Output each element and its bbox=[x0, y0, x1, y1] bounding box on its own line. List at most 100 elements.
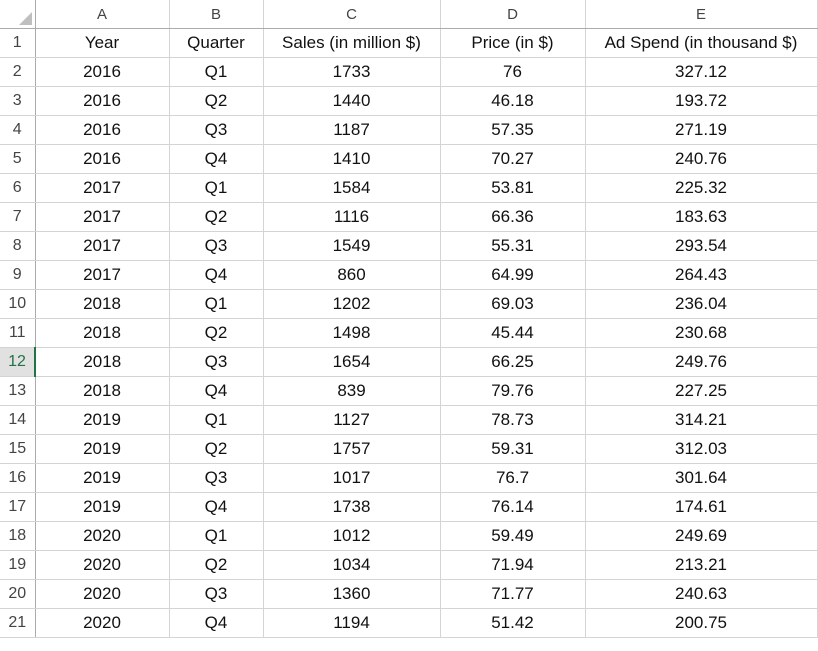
cell[interactable]: 1034 bbox=[263, 550, 441, 580]
cell[interactable]: 59.31 bbox=[440, 434, 586, 464]
cell[interactable]: 1549 bbox=[263, 231, 441, 261]
cell[interactable]: 46.18 bbox=[440, 86, 586, 116]
cell[interactable]: Q4 bbox=[169, 608, 264, 638]
cell[interactable]: 249.69 bbox=[585, 521, 818, 551]
row-header[interactable]: 19 bbox=[0, 550, 36, 580]
cell[interactable]: 1733 bbox=[263, 57, 441, 87]
column-header-e[interactable]: E bbox=[585, 0, 818, 29]
cell[interactable]: 839 bbox=[263, 376, 441, 406]
cell[interactable]: 76 bbox=[440, 57, 586, 87]
cell[interactable]: 53.81 bbox=[440, 173, 586, 203]
row-header[interactable]: 8 bbox=[0, 231, 36, 261]
column-header-c[interactable]: C bbox=[263, 0, 441, 29]
cell[interactable]: 1360 bbox=[263, 579, 441, 609]
cell[interactable]: 2016 bbox=[35, 144, 170, 174]
cell[interactable]: 45.44 bbox=[440, 318, 586, 348]
cell[interactable]: 1012 bbox=[263, 521, 441, 551]
cell[interactable]: Q2 bbox=[169, 318, 264, 348]
cell[interactable]: 2016 bbox=[35, 115, 170, 145]
cell[interactable]: 2017 bbox=[35, 231, 170, 261]
row-header[interactable]: 14 bbox=[0, 405, 36, 435]
cell[interactable]: 70.27 bbox=[440, 144, 586, 174]
cell[interactable]: 2018 bbox=[35, 318, 170, 348]
cell[interactable]: 2017 bbox=[35, 260, 170, 290]
row-header[interactable]: 6 bbox=[0, 173, 36, 203]
cell[interactable]: Q1 bbox=[169, 405, 264, 435]
cell[interactable]: Q3 bbox=[169, 579, 264, 609]
cell[interactable]: 1410 bbox=[263, 144, 441, 174]
cell[interactable]: 76.14 bbox=[440, 492, 586, 522]
cell[interactable]: 1202 bbox=[263, 289, 441, 319]
cell[interactable]: 1187 bbox=[263, 115, 441, 145]
cell[interactable]: Q3 bbox=[169, 115, 264, 145]
cell[interactable]: 1654 bbox=[263, 347, 441, 377]
cell-header-ad-spend[interactable]: Ad Spend (in thousand $) bbox=[585, 28, 818, 58]
cell[interactable]: 1194 bbox=[263, 608, 441, 638]
cell[interactable]: 249.76 bbox=[585, 347, 818, 377]
cell[interactable]: 2020 bbox=[35, 579, 170, 609]
row-header[interactable]: 15 bbox=[0, 434, 36, 464]
cell[interactable]: 76.7 bbox=[440, 463, 586, 493]
row-header[interactable]: 3 bbox=[0, 86, 36, 116]
row-header[interactable]: 7 bbox=[0, 202, 36, 232]
cell[interactable]: 860 bbox=[263, 260, 441, 290]
cell[interactable]: 2020 bbox=[35, 608, 170, 638]
cell[interactable]: 264.43 bbox=[585, 260, 818, 290]
cell[interactable]: 59.49 bbox=[440, 521, 586, 551]
cell[interactable]: 71.94 bbox=[440, 550, 586, 580]
cell[interactable]: 1498 bbox=[263, 318, 441, 348]
cell[interactable]: 78.73 bbox=[440, 405, 586, 435]
column-header-a[interactable]: A bbox=[35, 0, 170, 29]
row-header[interactable]: 11 bbox=[0, 318, 36, 348]
cell[interactable]: 183.63 bbox=[585, 202, 818, 232]
cell[interactable]: 2018 bbox=[35, 376, 170, 406]
cell[interactable]: 240.76 bbox=[585, 144, 818, 174]
cell[interactable]: Q1 bbox=[169, 521, 264, 551]
cell[interactable]: Q2 bbox=[169, 86, 264, 116]
cell[interactable]: 225.32 bbox=[585, 173, 818, 203]
cell[interactable]: 69.03 bbox=[440, 289, 586, 319]
cell[interactable]: Q3 bbox=[169, 463, 264, 493]
cell[interactable]: 1017 bbox=[263, 463, 441, 493]
cell[interactable]: 1127 bbox=[263, 405, 441, 435]
row-header[interactable]: 1 bbox=[0, 28, 36, 58]
cell[interactable]: 79.76 bbox=[440, 376, 586, 406]
cell[interactable]: 66.36 bbox=[440, 202, 586, 232]
cell[interactable]: Q3 bbox=[169, 347, 264, 377]
cell[interactable]: Q4 bbox=[169, 144, 264, 174]
cell[interactable]: Q2 bbox=[169, 434, 264, 464]
cell[interactable]: 71.77 bbox=[440, 579, 586, 609]
cell[interactable]: 174.61 bbox=[585, 492, 818, 522]
row-header[interactable]: 2 bbox=[0, 57, 36, 87]
row-header[interactable]: 21 bbox=[0, 608, 36, 638]
cell[interactable]: 2016 bbox=[35, 86, 170, 116]
row-header[interactable]: 5 bbox=[0, 144, 36, 174]
cell[interactable]: 2020 bbox=[35, 521, 170, 551]
cell[interactable]: 271.19 bbox=[585, 115, 818, 145]
cell[interactable]: Q1 bbox=[169, 173, 264, 203]
cell[interactable]: 236.04 bbox=[585, 289, 818, 319]
cell[interactable]: 57.35 bbox=[440, 115, 586, 145]
cell[interactable]: Q3 bbox=[169, 231, 264, 261]
cell[interactable]: Q1 bbox=[169, 289, 264, 319]
cell[interactable]: 55.31 bbox=[440, 231, 586, 261]
row-header[interactable]: 9 bbox=[0, 260, 36, 290]
cell[interactable]: 213.21 bbox=[585, 550, 818, 580]
cell[interactable]: 1738 bbox=[263, 492, 441, 522]
select-all-button[interactable] bbox=[0, 0, 36, 29]
cell[interactable]: 2016 bbox=[35, 57, 170, 87]
cell[interactable]: 240.63 bbox=[585, 579, 818, 609]
cell[interactable]: 301.64 bbox=[585, 463, 818, 493]
cell[interactable]: 230.68 bbox=[585, 318, 818, 348]
cell[interactable]: 314.21 bbox=[585, 405, 818, 435]
cell[interactable]: 2017 bbox=[35, 173, 170, 203]
row-header[interactable]: 20 bbox=[0, 579, 36, 609]
cell[interactable]: 2017 bbox=[35, 202, 170, 232]
cell-header-quarter[interactable]: Quarter bbox=[169, 28, 264, 58]
cell[interactable]: 2019 bbox=[35, 463, 170, 493]
cell[interactable]: 327.12 bbox=[585, 57, 818, 87]
cell[interactable]: 1584 bbox=[263, 173, 441, 203]
cell[interactable]: 193.72 bbox=[585, 86, 818, 116]
cell[interactable]: 66.25 bbox=[440, 347, 586, 377]
column-header-d[interactable]: D bbox=[440, 0, 586, 29]
